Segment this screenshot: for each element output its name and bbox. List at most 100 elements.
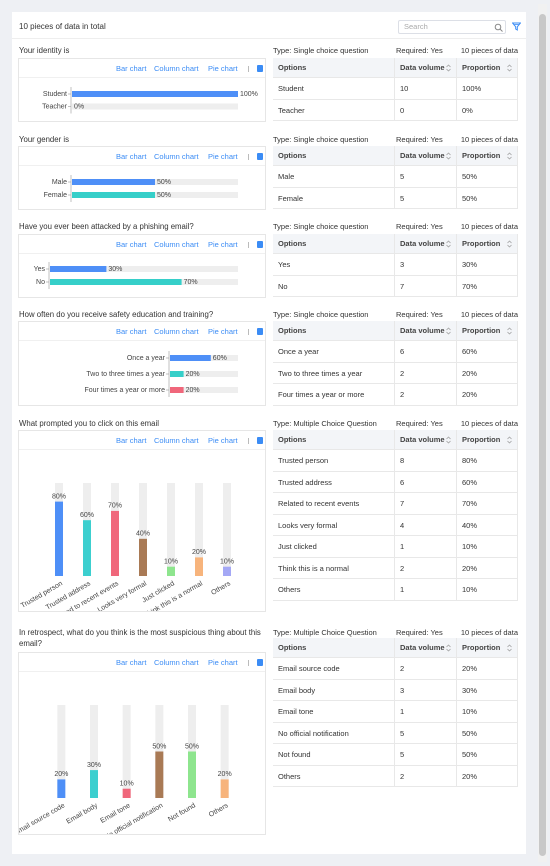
category-label: Student	[43, 91, 67, 98]
data-count: 10 pieces of data	[460, 419, 518, 428]
sort-icon[interactable]	[507, 644, 512, 652]
sort-icon[interactable]	[446, 240, 451, 248]
sort-icon[interactable]	[446, 327, 451, 335]
table-cell: 30%	[457, 679, 518, 701]
bar	[55, 501, 63, 576]
bar	[50, 279, 182, 285]
chart-tab[interactable]: Pie chart	[208, 240, 238, 249]
value-label: 10%	[120, 781, 134, 788]
chart-tab[interactable]: Bar chart	[116, 152, 147, 161]
bar	[170, 371, 184, 377]
scroll-thumb[interactable]	[539, 14, 546, 856]
chart-tab[interactable]: Column chart	[154, 152, 199, 161]
chart-tab[interactable]: Bar chart	[116, 240, 147, 249]
chart-box: Bar chart Column chart Pie chart Once a yea…	[18, 321, 266, 406]
download-icon[interactable]	[257, 65, 263, 72]
sort-icon[interactable]	[446, 64, 451, 72]
scrollbar[interactable]	[538, 4, 547, 862]
chart-tab[interactable]: Bar chart	[116, 436, 147, 445]
tab-bar	[19, 59, 265, 78]
chart: Once a year 60% Two to three times a year 2…	[84, 351, 238, 397]
chart-tab[interactable]: Pie chart	[208, 152, 238, 161]
download-icon[interactable]	[257, 328, 263, 335]
category-label: Teacher	[42, 103, 68, 110]
table-cell: 20%	[457, 765, 518, 787]
question-type: Type: Single choice question	[273, 310, 369, 319]
table-cell: Teacher	[273, 99, 395, 121]
table-cell: 80%	[457, 450, 518, 472]
chart-tab[interactable]: Pie chart	[208, 436, 238, 445]
table-header: Options	[273, 638, 395, 658]
table-cell: 40%	[457, 514, 518, 536]
bar	[50, 266, 107, 272]
table-cell: 3	[395, 254, 457, 276]
chart-tab[interactable]: Column chart	[154, 436, 199, 445]
tab-bar	[19, 147, 265, 166]
chart-tab[interactable]: Bar chart	[116, 327, 147, 336]
table-cell: 7	[395, 493, 457, 515]
chart-tab[interactable]: Column chart	[154, 658, 199, 667]
bar	[57, 779, 66, 798]
category-label: Four times a year or more	[84, 387, 165, 394]
required: Required: Yes	[396, 310, 443, 319]
chart-tab[interactable]: Bar chart	[116, 64, 147, 73]
bar	[188, 751, 196, 798]
chart-box: Bar chart Column chart Pie chart Student 100…	[18, 58, 266, 122]
question-title: How often do you receive safety educatio…	[19, 310, 214, 319]
table-cell: Related to recent events	[273, 493, 395, 515]
bar-track	[195, 483, 203, 576]
search-placeholder: Search	[404, 22, 428, 31]
search-icon[interactable]	[494, 23, 503, 32]
table-header: Data volume	[395, 58, 457, 78]
sort-icon[interactable]	[507, 327, 512, 335]
table-cell: 4	[395, 514, 457, 536]
chart: Yes 30% No 70%	[34, 262, 238, 289]
bar-track	[167, 483, 175, 576]
table-header: Options	[273, 146, 395, 166]
chart-tab[interactable]: Column chart	[154, 327, 199, 336]
table-cell: 3	[395, 679, 457, 701]
search-box[interactable]: Search	[398, 20, 506, 34]
download-icon[interactable]	[257, 153, 263, 160]
chart-tab[interactable]: Column chart	[154, 64, 199, 73]
sort-icon[interactable]	[446, 152, 451, 160]
bar-track	[50, 266, 238, 272]
table-cell: 20%	[457, 384, 518, 406]
table-cell: 50%	[457, 744, 518, 766]
category-label: Female	[44, 192, 67, 199]
filter-icon[interactable]	[512, 22, 521, 31]
bar	[195, 557, 203, 576]
required: Required: Yes	[396, 419, 443, 428]
tab-separator	[248, 154, 249, 160]
chart: Student 100% Teacher 0%	[42, 87, 258, 114]
sort-icon[interactable]	[507, 240, 512, 248]
table-cell: 5	[395, 744, 457, 766]
chart-tab[interactable]: Pie chart	[208, 658, 238, 667]
chart-tab[interactable]: Pie chart	[208, 327, 238, 336]
table-cell: 50%	[457, 722, 518, 744]
table-cell: 2	[395, 362, 457, 384]
bar-track	[170, 387, 238, 393]
sort-icon[interactable]	[446, 644, 451, 652]
sort-icon[interactable]	[507, 64, 512, 72]
sort-icon[interactable]	[507, 436, 512, 444]
value-label: 80%	[52, 493, 66, 500]
table-cell: 6	[395, 341, 457, 363]
table-cell: Others	[273, 579, 395, 601]
download-icon[interactable]	[257, 437, 263, 444]
download-icon[interactable]	[257, 659, 263, 666]
table-cell: Once a year	[273, 341, 395, 363]
table-cell: 20%	[457, 557, 518, 579]
table-cell: 2	[395, 384, 457, 406]
sort-icon[interactable]	[446, 436, 451, 444]
chart: Male 50% Female 50%	[44, 175, 238, 202]
download-icon[interactable]	[257, 241, 263, 248]
chart-tab[interactable]: Bar chart	[116, 658, 147, 667]
chart-tab[interactable]: Pie chart	[208, 64, 238, 73]
table-cell: 50%	[457, 187, 518, 209]
summary: 10 pieces of data in total	[19, 22, 106, 31]
sort-icon[interactable]	[507, 152, 512, 160]
chart-tab[interactable]: Column chart	[154, 240, 199, 249]
required: Required: Yes	[396, 628, 443, 637]
